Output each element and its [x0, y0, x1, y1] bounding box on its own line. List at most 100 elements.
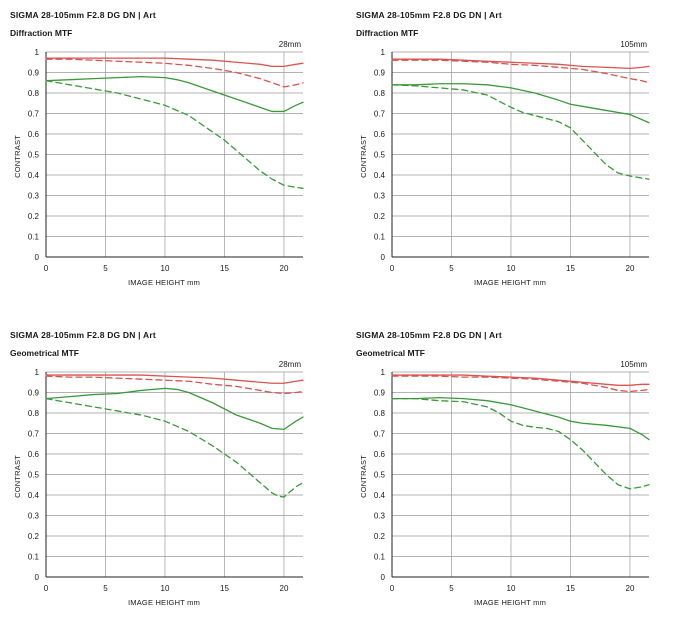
grid-lines — [45, 371, 303, 578]
y-tick-label: 0.6 — [28, 450, 40, 459]
mtf-series-line-red-dashed — [391, 59, 650, 84]
x-tick-label: 0 — [390, 584, 395, 593]
y-tick-label: 0.1 — [374, 553, 386, 562]
y-axis-label: CONTRAST — [359, 135, 368, 178]
y-tick-label: 1 — [35, 368, 40, 377]
x-tick-label: 0 — [44, 584, 49, 593]
mtf-chart-svg: SIGMA 28-105mm F2.8 DG DN | Art Geometric… — [356, 330, 650, 607]
y-tick-label: 0.2 — [374, 532, 386, 541]
y-tick-label: 0.1 — [374, 233, 386, 242]
mtf-series-line-green-solid — [391, 83, 650, 124]
x-tick-label: 20 — [626, 584, 635, 593]
mtf-series-line-green-solid — [45, 387, 304, 431]
x-tick-label: 15 — [220, 584, 229, 593]
y-tick-label: 0.3 — [374, 512, 386, 521]
mtf-panel-geometrical-28mm: SIGMA 28-105mm F2.8 DG DN | Art Geometric… — [8, 326, 338, 626]
y-tick-label: 0.4 — [28, 171, 40, 180]
x-tick-label: 20 — [280, 584, 289, 593]
x-tick-label: 0 — [44, 264, 49, 273]
mtf-chart-svg: SIGMA 28-105mm F2.8 DG DN | Art Geometric… — [10, 330, 304, 607]
mtf-panel-geometrical-105mm: SIGMA 28-105mm F2.8 DG DN | Art Geometric… — [354, 326, 680, 626]
mtf-series-line-green-dashed — [45, 80, 304, 189]
y-tick-label: 0.4 — [374, 491, 386, 500]
x-axis-label: IMAGE HEIGHT mm — [128, 598, 200, 607]
y-axis-label: CONTRAST — [359, 455, 368, 498]
x-tick-label: 20 — [280, 264, 289, 273]
x-tick-label: 10 — [507, 584, 516, 593]
y-tick-label: 1 — [35, 48, 40, 57]
mtf-series-line-green-solid — [45, 75, 304, 113]
y-tick-label: 0.7 — [28, 430, 40, 439]
y-axis-label: CONTRAST — [13, 455, 22, 498]
y-tick-label: 0.8 — [28, 409, 40, 418]
y-tick-label: 0.6 — [28, 130, 40, 139]
y-tick-label: 0.1 — [28, 233, 40, 242]
mtf-series-line-red-solid — [45, 57, 304, 67]
chart-title: SIGMA 28-105mm F2.8 DG DN | Art — [10, 10, 156, 20]
mtf-panel-diffraction-28mm: SIGMA 28-105mm F2.8 DG DN | Art Diffracti… — [8, 6, 338, 306]
mtf-series-line-red-solid — [391, 58, 650, 70]
y-tick-label: 0.5 — [374, 471, 386, 480]
grid-lines — [391, 371, 649, 578]
mtf-series-line-green-dashed — [391, 84, 650, 180]
focal-length-label: 105mm — [620, 40, 647, 49]
chart-subtitle: Diffraction MTF — [10, 28, 72, 38]
mtf-chart-svg: SIGMA 28-105mm F2.8 DG DN | Art Diffracti… — [356, 10, 650, 287]
x-tick-label: 5 — [449, 264, 454, 273]
y-tick-label: 0.7 — [374, 430, 386, 439]
y-tick-label: 0.4 — [28, 491, 40, 500]
y-tick-label: 0.2 — [28, 532, 40, 541]
y-tick-label: 0.2 — [28, 212, 40, 221]
x-tick-label: 0 — [390, 264, 395, 273]
mtf-panel-diffraction-105mm: SIGMA 28-105mm F2.8 DG DN | Art Diffracti… — [354, 6, 680, 306]
y-tick-label: 0 — [381, 253, 386, 262]
focal-length-label: 28mm — [279, 40, 302, 49]
x-tick-label: 15 — [566, 264, 575, 273]
x-axis-label: IMAGE HEIGHT mm — [474, 598, 546, 607]
grid-lines — [45, 51, 303, 258]
y-tick-label: 0 — [35, 253, 40, 262]
y-tick-label: 0.1 — [28, 553, 40, 562]
y-tick-label: 0.9 — [374, 69, 386, 78]
mtf-series-line-red-solid — [45, 374, 304, 384]
chart-subtitle: Geometrical MTF — [10, 348, 79, 358]
mtf-series-line-red-dashed — [45, 375, 304, 395]
mtf-series-line-red-solid — [391, 374, 650, 386]
x-axis-label: IMAGE HEIGHT mm — [128, 278, 200, 287]
x-tick-label: 15 — [566, 584, 575, 593]
y-tick-label: 0.8 — [374, 409, 386, 418]
focal-length-label: 28mm — [279, 360, 302, 369]
focal-length-label: 105mm — [620, 360, 647, 369]
mtf-series-line-red-dashed — [391, 375, 650, 393]
y-tick-label: 0.5 — [374, 151, 386, 160]
y-tick-label: 0.7 — [374, 110, 386, 119]
y-tick-label: 0.4 — [374, 171, 386, 180]
x-tick-label: 10 — [507, 264, 516, 273]
y-tick-label: 0.3 — [28, 192, 40, 201]
y-tick-label: 0.6 — [374, 450, 386, 459]
y-tick-label: 0.6 — [374, 130, 386, 139]
y-axis-label: CONTRAST — [13, 135, 22, 178]
mtf-series-line-green-solid — [391, 396, 650, 441]
y-tick-label: 0.3 — [28, 512, 40, 521]
mtf-series-line-green-dashed — [391, 398, 650, 490]
y-tick-label: 1 — [381, 368, 386, 377]
y-tick-label: 0 — [381, 573, 386, 582]
x-tick-label: 10 — [161, 584, 170, 593]
y-tick-label: 0.9 — [28, 69, 40, 78]
y-tick-label: 0.8 — [374, 89, 386, 98]
x-tick-label: 5 — [449, 584, 454, 593]
x-tick-label: 15 — [220, 264, 229, 273]
y-tick-label: 0.8 — [28, 89, 40, 98]
y-tick-label: 1 — [381, 48, 386, 57]
x-tick-label: 5 — [103, 584, 108, 593]
x-tick-label: 10 — [161, 264, 170, 273]
chart-subtitle: Geometrical MTF — [356, 348, 425, 358]
chart-title: SIGMA 28-105mm F2.8 DG DN | Art — [356, 330, 502, 340]
grid-lines — [391, 51, 649, 258]
mtf-series-line-green-dashed — [45, 398, 304, 498]
y-tick-label: 0.3 — [374, 192, 386, 201]
mtf-series-line-red-dashed — [45, 58, 304, 88]
y-tick-label: 0.5 — [28, 151, 40, 160]
y-tick-label: 0 — [35, 573, 40, 582]
